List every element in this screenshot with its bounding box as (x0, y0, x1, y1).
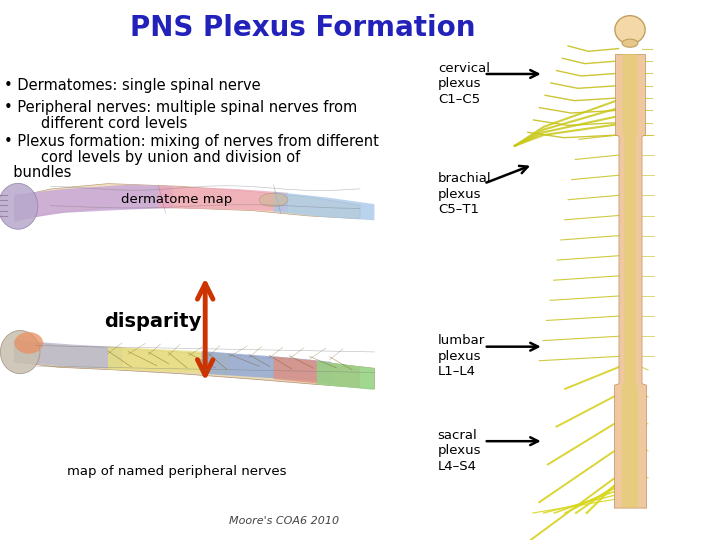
Text: different cord levels: different cord levels (4, 116, 187, 131)
Polygon shape (158, 186, 288, 212)
Text: cervical
plexus
C1–C5: cervical plexus C1–C5 (438, 62, 490, 106)
Polygon shape (14, 340, 374, 389)
Polygon shape (202, 351, 331, 382)
Text: cord levels by union and division of: cord levels by union and division of (4, 150, 300, 165)
Text: lumbar
plexus
L1–L4: lumbar plexus L1–L4 (438, 334, 485, 379)
Polygon shape (14, 184, 360, 221)
Text: disparity: disparity (104, 312, 202, 331)
Ellipse shape (14, 332, 43, 354)
Polygon shape (274, 192, 374, 220)
Text: • Dermatomes: single spinal nerve: • Dermatomes: single spinal nerve (4, 78, 260, 93)
Text: • Peripheral nerves: multiple spinal nerves from: • Peripheral nerves: multiple spinal ner… (4, 100, 357, 115)
Ellipse shape (0, 184, 37, 229)
Polygon shape (108, 347, 230, 374)
Text: brachial
plexus
C5–T1: brachial plexus C5–T1 (438, 172, 491, 217)
Text: Moore's COA6 2010: Moore's COA6 2010 (230, 516, 339, 526)
Text: PNS Plexus Formation: PNS Plexus Formation (130, 14, 475, 42)
Text: dermatome map: dermatome map (121, 193, 232, 206)
Polygon shape (14, 185, 173, 220)
Ellipse shape (615, 16, 645, 44)
Text: sacral
plexus
L4–S4: sacral plexus L4–S4 (438, 429, 481, 473)
Polygon shape (14, 340, 122, 369)
Polygon shape (274, 356, 360, 387)
Ellipse shape (0, 330, 40, 374)
Polygon shape (317, 361, 374, 390)
Text: bundles: bundles (4, 165, 71, 180)
Text: • Plexus formation: mixing of nerves from different: • Plexus formation: mixing of nerves fro… (4, 134, 379, 149)
Ellipse shape (622, 39, 638, 48)
Text: map of named peripheral nerves: map of named peripheral nerves (67, 465, 286, 478)
Ellipse shape (259, 193, 288, 206)
